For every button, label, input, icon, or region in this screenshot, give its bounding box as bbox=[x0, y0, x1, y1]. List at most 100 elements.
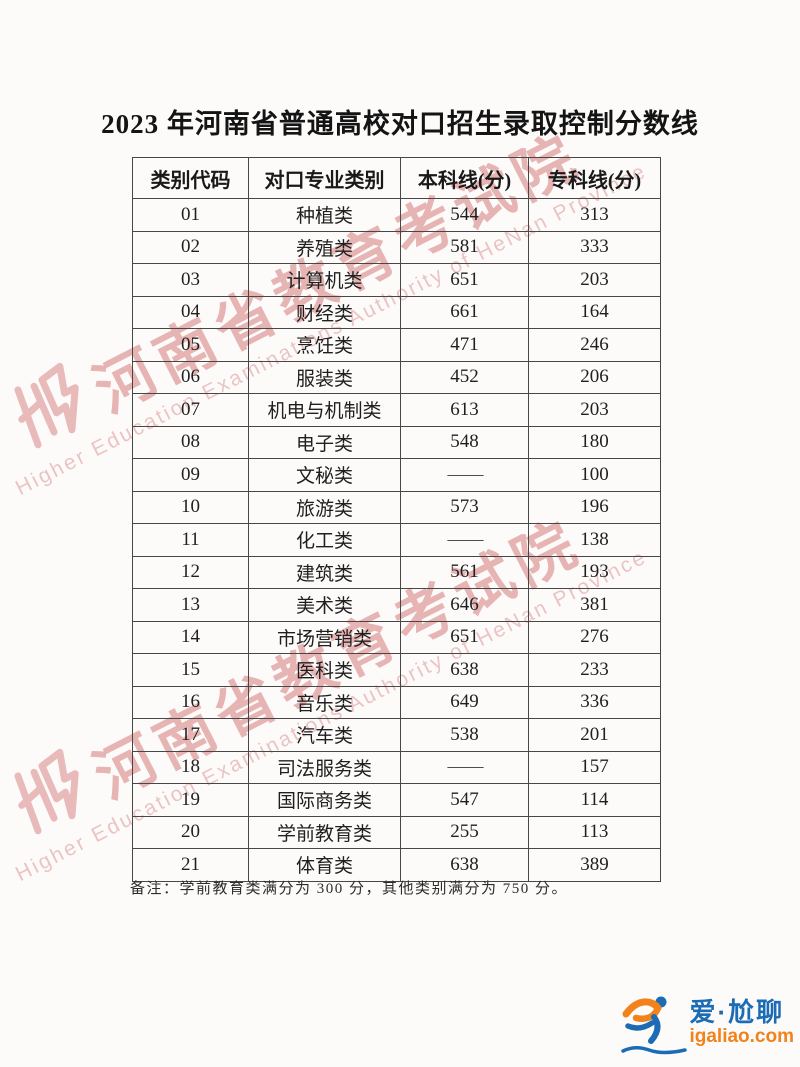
zhuanke-line-cell: 113 bbox=[528, 815, 661, 849]
major-cell: 电子类 bbox=[248, 425, 401, 459]
code-cell: 15 bbox=[132, 653, 249, 687]
table-header-row: 类别代码 对口专业类别 本科线(分) 专科线(分) bbox=[132, 157, 661, 199]
table-row: 19 国际商务类 547 114 bbox=[132, 783, 661, 817]
score-table-body: 01 种植类 544 313 02 养殖类 581 333 03 计算机类 651 203 04 财经类 6… bbox=[132, 198, 661, 882]
brand-name: 爱·尬聊 bbox=[689, 997, 785, 1028]
table-row: 20 学前教育类 255 113 bbox=[132, 815, 661, 849]
major-cell: 美术类 bbox=[248, 588, 401, 622]
zhuanke-line-cell: 233 bbox=[528, 653, 661, 687]
benke-line-cell: —— bbox=[400, 458, 529, 492]
code-cell: 05 bbox=[132, 328, 249, 362]
code-cell: 18 bbox=[132, 750, 249, 784]
major-cell: 司法服务类 bbox=[248, 750, 401, 784]
table-row: 17 汽车类 538 201 bbox=[132, 718, 661, 752]
code-cell: 07 bbox=[132, 393, 249, 427]
major-cell: 音乐类 bbox=[248, 685, 401, 719]
major-cell: 计算机类 bbox=[248, 263, 401, 297]
score-table: 类别代码 对口专业类别 本科线(分) 专科线(分) 01 种植类 544 313 02 养殖类 5… bbox=[132, 157, 661, 882]
code-cell: 03 bbox=[132, 263, 249, 297]
benke-line-cell: 661 bbox=[400, 295, 529, 329]
code-cell: 14 bbox=[132, 620, 249, 654]
major-cell: 体育类 bbox=[248, 848, 401, 882]
column-header-1: 对口专业类别 bbox=[248, 157, 401, 199]
zhuanke-line-cell: 206 bbox=[528, 360, 661, 394]
code-cell: 04 bbox=[132, 295, 249, 329]
zhuanke-line-cell: 313 bbox=[528, 198, 661, 232]
zhuanke-line-cell: 381 bbox=[528, 588, 661, 622]
table-row: 10 旅游类 573 196 bbox=[132, 490, 661, 524]
benke-line-cell: —— bbox=[400, 523, 529, 557]
code-cell: 01 bbox=[132, 198, 249, 232]
igaliao-logo[interactable]: 爱·尬聊 igaliao.com bbox=[621, 993, 794, 1059]
table-row: 12 建筑类 561 193 bbox=[132, 555, 661, 589]
benke-line-cell: 613 bbox=[400, 393, 529, 427]
zhuanke-line-cell: 193 bbox=[528, 555, 661, 589]
table-row: 04 财经类 661 164 bbox=[132, 295, 661, 329]
table-row: 14 市场营销类 651 276 bbox=[132, 620, 661, 654]
code-cell: 11 bbox=[132, 523, 249, 557]
code-cell: 12 bbox=[132, 555, 249, 589]
major-cell: 烹饪类 bbox=[248, 328, 401, 362]
code-cell: 16 bbox=[132, 685, 249, 719]
footnote: 备注：学前教育类满分为 300 分，其他类别满分为 750 分。 bbox=[130, 881, 569, 897]
benke-line-cell: 452 bbox=[400, 360, 529, 394]
zhuanke-line-cell: 201 bbox=[528, 718, 661, 752]
table-row: 16 音乐类 649 336 bbox=[132, 685, 661, 719]
zhuanke-line-cell: 276 bbox=[528, 620, 661, 654]
code-cell: 09 bbox=[132, 458, 249, 492]
zhuanke-line-cell: 333 bbox=[528, 230, 661, 264]
zhuanke-line-cell: 100 bbox=[528, 458, 661, 492]
code-cell: 13 bbox=[132, 588, 249, 622]
benke-line-cell: 573 bbox=[400, 490, 529, 524]
major-cell: 文秘类 bbox=[248, 458, 401, 492]
code-cell: 10 bbox=[132, 490, 249, 524]
zhuanke-line-cell: 157 bbox=[528, 750, 661, 784]
code-cell: 21 bbox=[132, 848, 249, 882]
table-row: 03 计算机类 651 203 bbox=[132, 263, 661, 297]
table-row: 21 体育类 638 389 bbox=[132, 848, 661, 882]
table-row: 13 美术类 646 381 bbox=[132, 588, 661, 622]
benke-line-cell: 471 bbox=[400, 328, 529, 362]
major-cell: 化工类 bbox=[248, 523, 401, 557]
major-cell: 养殖类 bbox=[248, 230, 401, 264]
major-cell: 市场营销类 bbox=[248, 620, 401, 654]
page-title: 2023 年河南省普通高校对口招生录取控制分数线 bbox=[101, 109, 699, 139]
running-figure-icon bbox=[621, 996, 688, 1055]
zhuanke-line-cell: 114 bbox=[528, 783, 661, 817]
zhuanke-line-cell: 203 bbox=[528, 263, 661, 297]
major-cell: 医科类 bbox=[248, 653, 401, 687]
code-cell: 19 bbox=[132, 783, 249, 817]
table-row: 01 种植类 544 313 bbox=[132, 198, 661, 232]
table-row: 07 机电与机制类 613 203 bbox=[132, 393, 661, 427]
major-cell: 汽车类 bbox=[248, 718, 401, 752]
code-cell: 20 bbox=[132, 815, 249, 849]
zhuanke-line-cell: 180 bbox=[528, 425, 661, 459]
column-header-0: 类别代码 bbox=[132, 157, 249, 199]
column-header-3: 专科线(分) bbox=[528, 157, 661, 199]
table-row: 02 养殖类 581 333 bbox=[132, 230, 661, 264]
major-cell: 财经类 bbox=[248, 295, 401, 329]
benke-line-cell: 561 bbox=[400, 555, 529, 589]
benke-line-cell: —— bbox=[400, 750, 529, 784]
zhuanke-line-cell: 203 bbox=[528, 393, 661, 427]
benke-line-cell: 548 bbox=[400, 425, 529, 459]
zhuanke-line-cell: 389 bbox=[528, 848, 661, 882]
column-header-2: 本科线(分) bbox=[400, 157, 529, 199]
code-cell: 06 bbox=[132, 360, 249, 394]
benke-line-cell: 581 bbox=[400, 230, 529, 264]
zhuanke-line-cell: 164 bbox=[528, 295, 661, 329]
table-row: 15 医科类 638 233 bbox=[132, 653, 661, 687]
exam-authority-seal-icon bbox=[14, 362, 79, 449]
benke-line-cell: 538 bbox=[400, 718, 529, 752]
code-cell: 08 bbox=[132, 425, 249, 459]
benke-line-cell: 544 bbox=[400, 198, 529, 232]
code-cell: 17 bbox=[132, 718, 249, 752]
benke-line-cell: 638 bbox=[400, 848, 529, 882]
zhuanke-line-cell: 196 bbox=[528, 490, 661, 524]
exam-authority-seal-icon bbox=[14, 748, 79, 835]
major-cell: 服装类 bbox=[248, 360, 401, 394]
benke-line-cell: 651 bbox=[400, 263, 529, 297]
benke-line-cell: 649 bbox=[400, 685, 529, 719]
major-cell: 机电与机制类 bbox=[248, 393, 401, 427]
benke-line-cell: 255 bbox=[400, 815, 529, 849]
